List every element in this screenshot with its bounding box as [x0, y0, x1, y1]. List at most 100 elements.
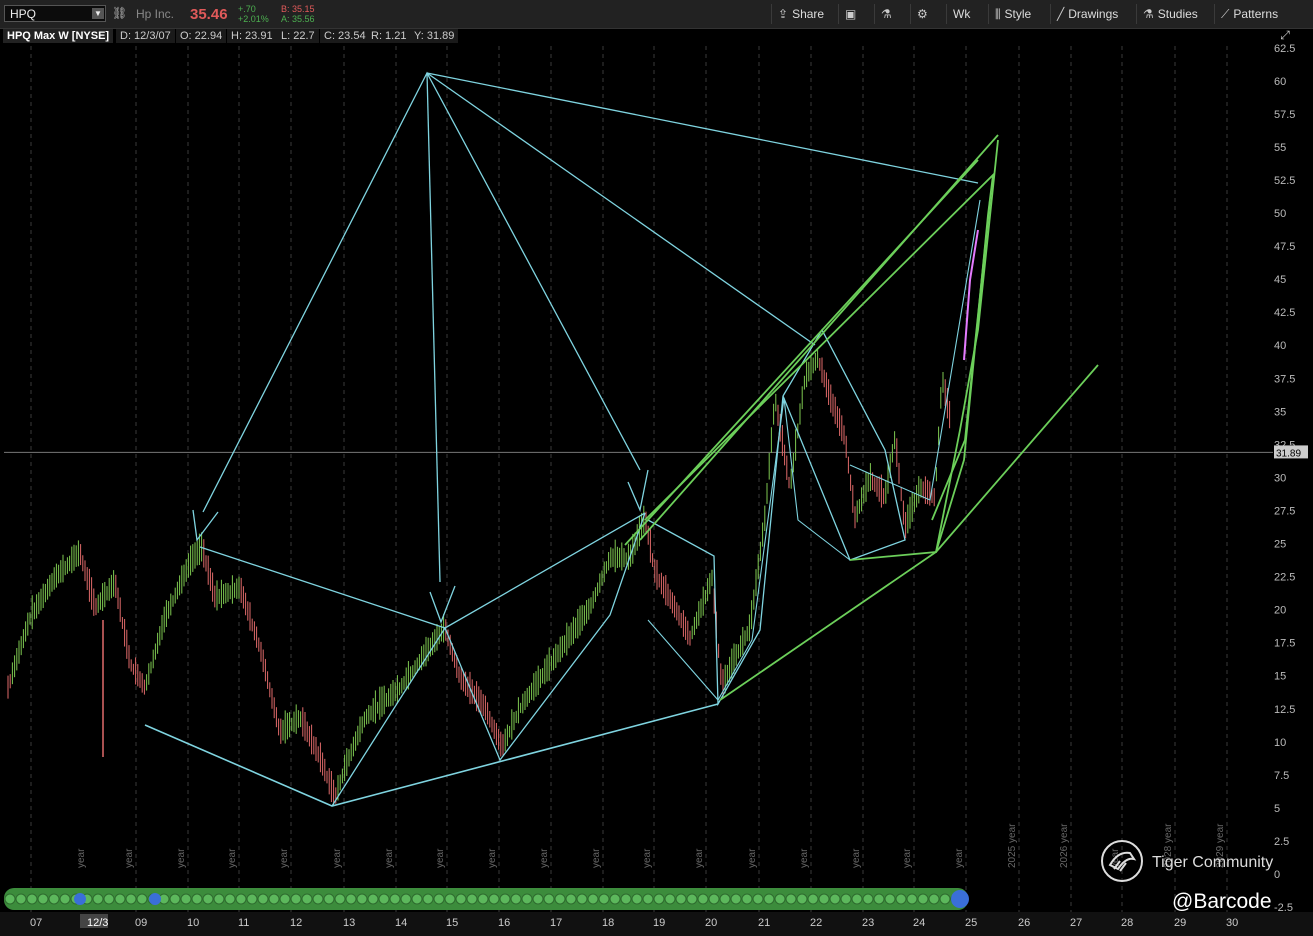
- x-tick-label: 20: [705, 917, 717, 929]
- crosshair-price-box: [1274, 445, 1308, 459]
- event-marker: [620, 893, 632, 905]
- share-button[interactable]: ⇪ Share: [771, 4, 836, 24]
- event-marker: [543, 893, 555, 905]
- cursor-y: Y: 31.89: [410, 29, 459, 43]
- event-marker: [26, 893, 38, 905]
- year-marker: year: [279, 848, 290, 868]
- x-tick-label: 22: [810, 917, 822, 929]
- event-marker: [103, 893, 115, 905]
- y-tick-label: 0: [1274, 869, 1280, 881]
- studies-button[interactable]: ⚗ Studies: [1136, 4, 1212, 24]
- event-marker: [697, 893, 709, 905]
- event-marker: [752, 893, 764, 905]
- event-marker: [807, 893, 819, 905]
- year-marker: year: [227, 848, 238, 868]
- event-marker: [477, 893, 489, 905]
- event-marker: [92, 893, 104, 905]
- year-marker: 2026 year: [1059, 823, 1070, 868]
- event-marker: [928, 893, 940, 905]
- year-marker: year: [642, 848, 653, 868]
- y-tick-label: 50: [1274, 208, 1286, 220]
- date-highlight: [80, 914, 108, 928]
- green-curve-inner: [931, 199, 991, 521]
- event-marker: [719, 893, 731, 905]
- y-tick-label: 40: [1274, 340, 1286, 352]
- year-marker: year: [176, 848, 187, 868]
- y-tick-label: 5: [1274, 803, 1280, 815]
- event-marker: [455, 893, 467, 905]
- bar-low: L: 22.7: [277, 29, 319, 43]
- event-marker: [609, 893, 621, 905]
- y-tick-label: 55: [1274, 142, 1286, 154]
- y-tick-label: 10: [1274, 737, 1286, 749]
- cyan-channel: [647, 328, 906, 707]
- event-marker: [873, 893, 885, 905]
- event-marker: [532, 893, 544, 905]
- year-marker: year: [435, 848, 446, 868]
- x-tick-label: 16: [498, 917, 510, 929]
- aggregation-button[interactable]: Wk: [946, 4, 986, 24]
- event-marker: [356, 893, 368, 905]
- event-marker: [323, 893, 335, 905]
- year-marker: 2029 year: [1215, 823, 1226, 868]
- ask-price: A: 35.56: [281, 14, 315, 24]
- link-icon[interactable]: ⛓: [112, 6, 128, 20]
- event-marker: [279, 893, 291, 905]
- y-tick-label: 2.5: [1274, 836, 1289, 848]
- year-marker: year: [539, 848, 550, 868]
- y-tick-label: 30: [1274, 472, 1286, 484]
- crosshair-price-label: 31.89: [1276, 448, 1301, 459]
- event-marker: [642, 893, 654, 905]
- x-tick-label: 15: [446, 917, 458, 929]
- event-marker: [708, 893, 720, 905]
- cyan-lower-pattern: [144, 703, 719, 807]
- patterns-button[interactable]: ⟋ Patterns: [1214, 4, 1308, 24]
- last-price: 35.46: [190, 6, 228, 23]
- snapshot-button[interactable]: ▣: [838, 4, 872, 24]
- flask-icon: ⚗: [1143, 7, 1154, 21]
- x-tick-label: 12: [290, 917, 302, 929]
- watermark-handle: @Barcode: [1172, 890, 1272, 913]
- event-marker: [829, 893, 841, 905]
- candles-icon: ⫼: [995, 7, 1001, 21]
- year-marker: year: [694, 848, 705, 868]
- year-marker: year: [124, 848, 135, 868]
- year-marker: year: [851, 848, 862, 868]
- lab-button[interactable]: ⚗: [874, 4, 908, 24]
- event-marker: [730, 893, 742, 905]
- time-axis: 07 12/3 09 10 11 12 13 14 15 16 17 18 19 20 21 22 23 24 25…: [0, 823, 1313, 936]
- expand-icon[interactable]: ⤢: [1280, 28, 1290, 42]
- event-marker: [499, 893, 511, 905]
- event-marker: [202, 893, 214, 905]
- x-tick-label: 27: [1070, 917, 1082, 929]
- year-marker: year: [591, 848, 602, 868]
- chevron-down-icon[interactable]: ▼: [92, 8, 104, 19]
- bar-date: D: 12/3/07: [116, 29, 175, 43]
- x-tick-label: 14: [395, 917, 407, 929]
- event-marker: [411, 893, 423, 905]
- event-marker: [301, 893, 313, 905]
- event-marker: [312, 893, 324, 905]
- y-tick-label: 22.5: [1274, 572, 1295, 584]
- y-tick-label: 47.5: [1274, 241, 1295, 253]
- event-marker: [598, 893, 610, 905]
- event-marker: [367, 893, 379, 905]
- symbol-input[interactable]: HPQ ▼: [4, 5, 106, 22]
- event-marker: [15, 893, 27, 905]
- event-marker: [895, 893, 907, 905]
- style-button[interactable]: ⫼ Style: [988, 4, 1048, 24]
- green-extension: [935, 364, 1099, 553]
- pencil-icon: ╱: [1057, 7, 1065, 21]
- drawings-button[interactable]: ╱ Drawings: [1050, 4, 1134, 24]
- y-tick-label: 60: [1274, 76, 1286, 88]
- y-tick-label: -2.5: [1274, 902, 1293, 914]
- event-marker: [488, 893, 500, 905]
- top-toolbar: HPQ ▼ ⛓ Hp Inc. 35.46 +.70 +2.01% B: 35.…: [0, 0, 1313, 29]
- y-tick-label: 17.5: [1274, 638, 1295, 650]
- event-marker: [686, 893, 698, 905]
- year-marker: 2028 year: [1163, 823, 1174, 868]
- settings-button[interactable]: ⚙: [910, 4, 944, 24]
- y-tick-label: 35: [1274, 406, 1286, 418]
- x-tick-label: 13: [343, 917, 355, 929]
